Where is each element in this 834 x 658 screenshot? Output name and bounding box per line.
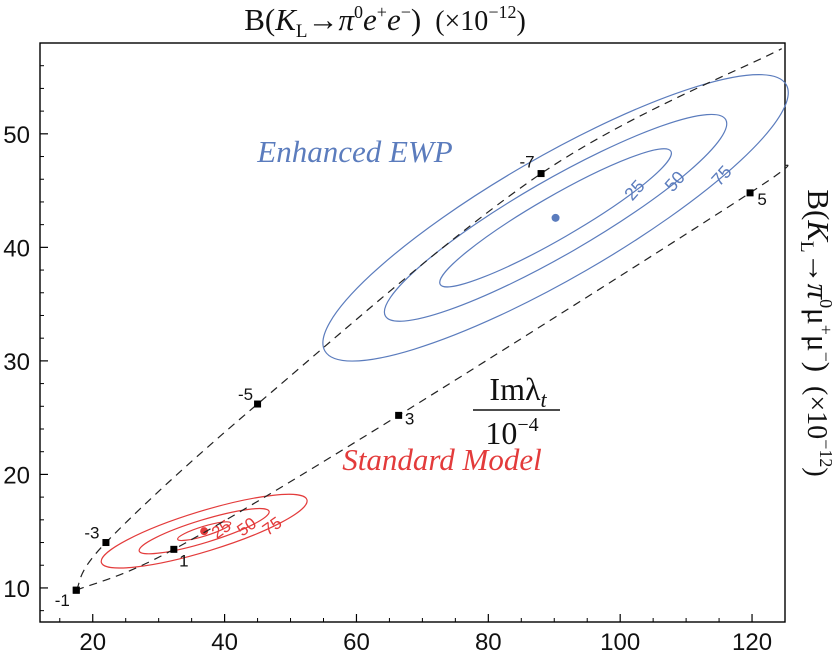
imlambda-label: Imλt 10−4 bbox=[473, 371, 560, 451]
chart-title: B(KL→π0e+e−) (×10−12) bbox=[244, 2, 526, 42]
curve-marker-label: -3 bbox=[84, 524, 99, 543]
imlambda-curves: -1 -3 -5 -7 1 3 5 bbox=[55, 48, 789, 610]
curve-marker bbox=[254, 400, 262, 408]
x-tick-label: 100 bbox=[600, 629, 640, 656]
contour-label: 25 bbox=[208, 516, 234, 542]
contour-label: 75 bbox=[259, 513, 285, 539]
contour-ellipse-75 bbox=[322, 74, 789, 362]
plot-frame bbox=[39, 42, 786, 623]
best-fit-point bbox=[551, 213, 560, 222]
y-axis: 10 20 30 40 50 bbox=[3, 65, 48, 612]
x-axis: 20 40 60 80 100 120 bbox=[59, 614, 772, 656]
imlambda-curve-negative bbox=[75, 48, 782, 591]
contour-ellipse-25 bbox=[177, 521, 232, 542]
curve-marker bbox=[72, 586, 80, 594]
imlambda-numerator: Imλt bbox=[489, 371, 547, 412]
y-tick-label: 20 bbox=[3, 462, 30, 489]
y-tick-label: 30 bbox=[3, 349, 30, 376]
curve-marker bbox=[746, 189, 754, 197]
curve-marker-label: -1 bbox=[55, 591, 70, 610]
curve-marker-label: 3 bbox=[405, 409, 414, 428]
series-label-standard-model: Standard Model bbox=[342, 442, 541, 477]
curve-marker-label: -5 bbox=[238, 385, 253, 404]
curve-marker bbox=[170, 545, 178, 553]
x-tick-label: 20 bbox=[79, 629, 106, 656]
contour-ellipse-75 bbox=[100, 493, 308, 569]
contour-label: 50 bbox=[234, 514, 260, 540]
right-axis-label: B(KL→π0μ+μ−)(×10−12) bbox=[796, 189, 834, 476]
x-tick-label: 120 bbox=[732, 629, 772, 656]
curve-marker bbox=[395, 411, 403, 419]
curve-marker bbox=[537, 170, 545, 178]
curve-marker-label: 1 bbox=[179, 551, 188, 570]
imlambda-curve-positive bbox=[76, 164, 789, 591]
contour-ellipse-25 bbox=[439, 148, 672, 288]
curve-marker-label: -7 bbox=[519, 153, 534, 172]
series-label-enhanced-ewp: Enhanced EWP bbox=[256, 134, 452, 169]
curve-marker bbox=[102, 539, 110, 547]
contour-label: 25 bbox=[620, 176, 648, 204]
best-fit-point bbox=[200, 527, 209, 536]
y-tick-label: 40 bbox=[3, 235, 30, 262]
contour-ellipse-50 bbox=[138, 507, 270, 555]
y-tick-label: 50 bbox=[3, 122, 30, 149]
x-tick-label: 80 bbox=[475, 629, 502, 656]
contour-ellipse-50 bbox=[383, 113, 728, 322]
curve-marker-label: 5 bbox=[757, 190, 766, 209]
imlambda-denominator: 10−4 bbox=[485, 414, 538, 451]
x-tick-label: 40 bbox=[211, 629, 238, 656]
x-tick-label: 60 bbox=[343, 629, 370, 656]
y-tick-label: 10 bbox=[3, 576, 30, 603]
